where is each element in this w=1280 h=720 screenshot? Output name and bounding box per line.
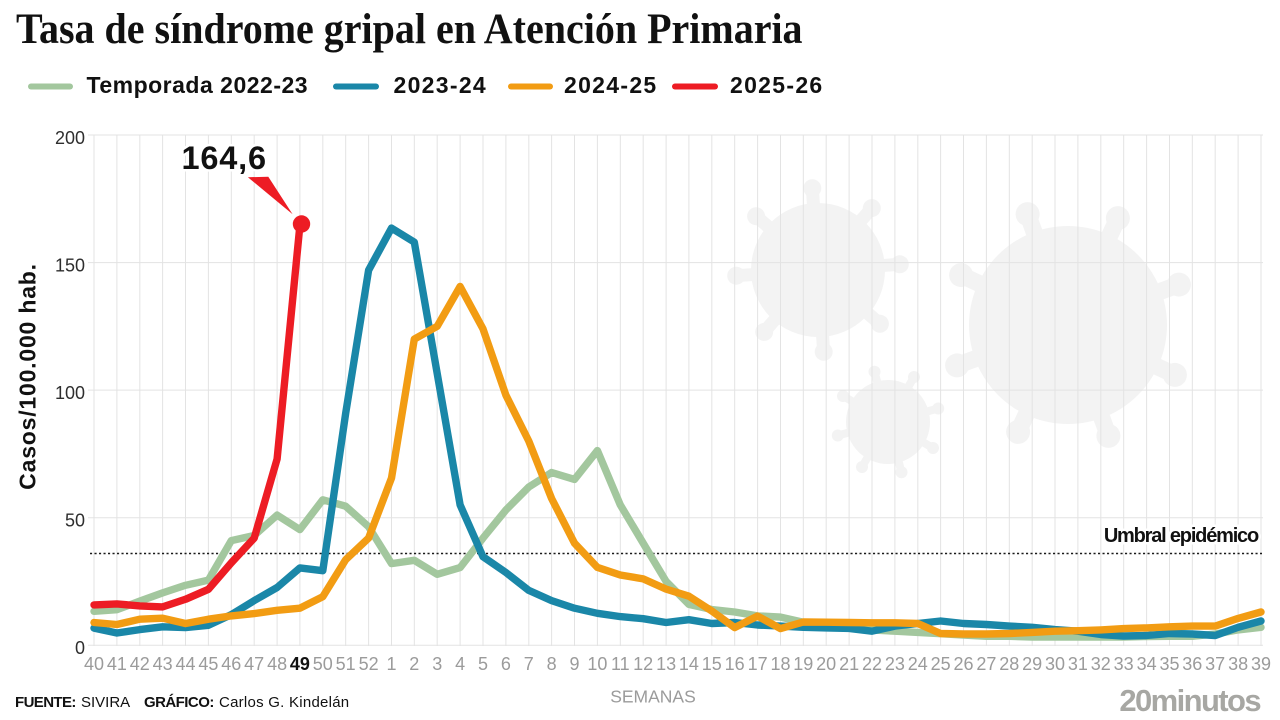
svg-text:Tasa de síndrome gripal en Ate: Tasa de síndrome gripal en Atención Prim… <box>16 6 803 54</box>
svg-text:44: 44 <box>175 654 195 674</box>
svg-text:22: 22 <box>862 654 882 674</box>
svg-text:14: 14 <box>679 654 699 674</box>
svg-text:8: 8 <box>547 654 557 674</box>
svg-text:7: 7 <box>524 654 534 674</box>
svg-text:20minutos: 20minutos <box>1119 683 1260 718</box>
svg-text:25: 25 <box>931 654 951 674</box>
svg-text:42: 42 <box>130 654 150 674</box>
svg-text:38: 38 <box>1228 654 1248 674</box>
svg-text:20: 20 <box>816 654 836 674</box>
svg-text:24: 24 <box>908 654 928 674</box>
svg-text:17: 17 <box>748 654 768 674</box>
svg-text:29: 29 <box>1022 654 1042 674</box>
svg-text:1: 1 <box>386 654 396 674</box>
svg-text:26: 26 <box>953 654 973 674</box>
svg-text:2025-26: 2025-26 <box>730 72 824 98</box>
svg-text:37: 37 <box>1205 654 1225 674</box>
svg-text:10: 10 <box>587 654 607 674</box>
svg-text:19: 19 <box>793 654 813 674</box>
svg-text:Temporada 2022-23: Temporada 2022-23 <box>87 72 309 98</box>
svg-text:49: 49 <box>290 654 310 674</box>
svg-text:21: 21 <box>839 654 859 674</box>
svg-text:40: 40 <box>84 654 104 674</box>
svg-text:5: 5 <box>478 654 488 674</box>
svg-text:13: 13 <box>656 654 676 674</box>
svg-text:GRÁFICO:: GRÁFICO: <box>144 694 214 711</box>
svg-text:0: 0 <box>75 638 85 658</box>
svg-text:43: 43 <box>153 654 173 674</box>
svg-text:35: 35 <box>1159 654 1179 674</box>
svg-text:FUENTE:: FUENTE: <box>15 694 76 711</box>
svg-text:6: 6 <box>501 654 511 674</box>
svg-text:30: 30 <box>1045 654 1065 674</box>
svg-text:2024-25: 2024-25 <box>564 72 658 98</box>
svg-text:2: 2 <box>409 654 419 674</box>
svg-text:48: 48 <box>267 654 287 674</box>
svg-text:28: 28 <box>999 654 1019 674</box>
svg-text:36: 36 <box>1182 654 1202 674</box>
svg-text:SIVIRA: SIVIRA <box>81 694 130 711</box>
svg-text:32: 32 <box>1091 654 1111 674</box>
svg-text:51: 51 <box>336 654 356 674</box>
svg-text:23: 23 <box>885 654 905 674</box>
svg-text:100: 100 <box>55 383 85 403</box>
svg-text:9: 9 <box>569 654 579 674</box>
svg-text:46: 46 <box>221 654 241 674</box>
svg-text:15: 15 <box>702 654 722 674</box>
svg-text:11: 11 <box>611 654 630 674</box>
svg-text:12: 12 <box>633 654 653 674</box>
svg-text:Umbral epidémico: Umbral epidémico <box>1104 525 1259 547</box>
svg-text:27: 27 <box>976 654 996 674</box>
svg-text:Carlos G. Kindelán: Carlos G. Kindelán <box>219 694 349 711</box>
svg-text:50: 50 <box>313 654 333 674</box>
svg-text:164,6: 164,6 <box>182 140 267 176</box>
svg-text:39: 39 <box>1251 654 1271 674</box>
svg-text:47: 47 <box>244 654 264 674</box>
svg-text:33: 33 <box>1114 654 1134 674</box>
svg-text:41: 41 <box>107 654 127 674</box>
svg-text:18: 18 <box>770 654 790 674</box>
svg-text:SEMANAS: SEMANAS <box>610 687 696 707</box>
svg-text:34: 34 <box>1137 654 1157 674</box>
svg-text:45: 45 <box>198 654 218 674</box>
svg-text:52: 52 <box>359 654 379 674</box>
svg-text:Casos/100.000 hab.: Casos/100.000 hab. <box>15 263 41 490</box>
svg-text:150: 150 <box>55 256 85 276</box>
svg-text:50: 50 <box>65 511 85 531</box>
svg-text:31: 31 <box>1068 654 1088 674</box>
svg-text:16: 16 <box>725 654 745 674</box>
svg-text:4: 4 <box>455 654 465 674</box>
svg-text:2023-24: 2023-24 <box>394 72 488 98</box>
svg-text:3: 3 <box>432 654 442 674</box>
svg-text:200: 200 <box>55 128 85 148</box>
